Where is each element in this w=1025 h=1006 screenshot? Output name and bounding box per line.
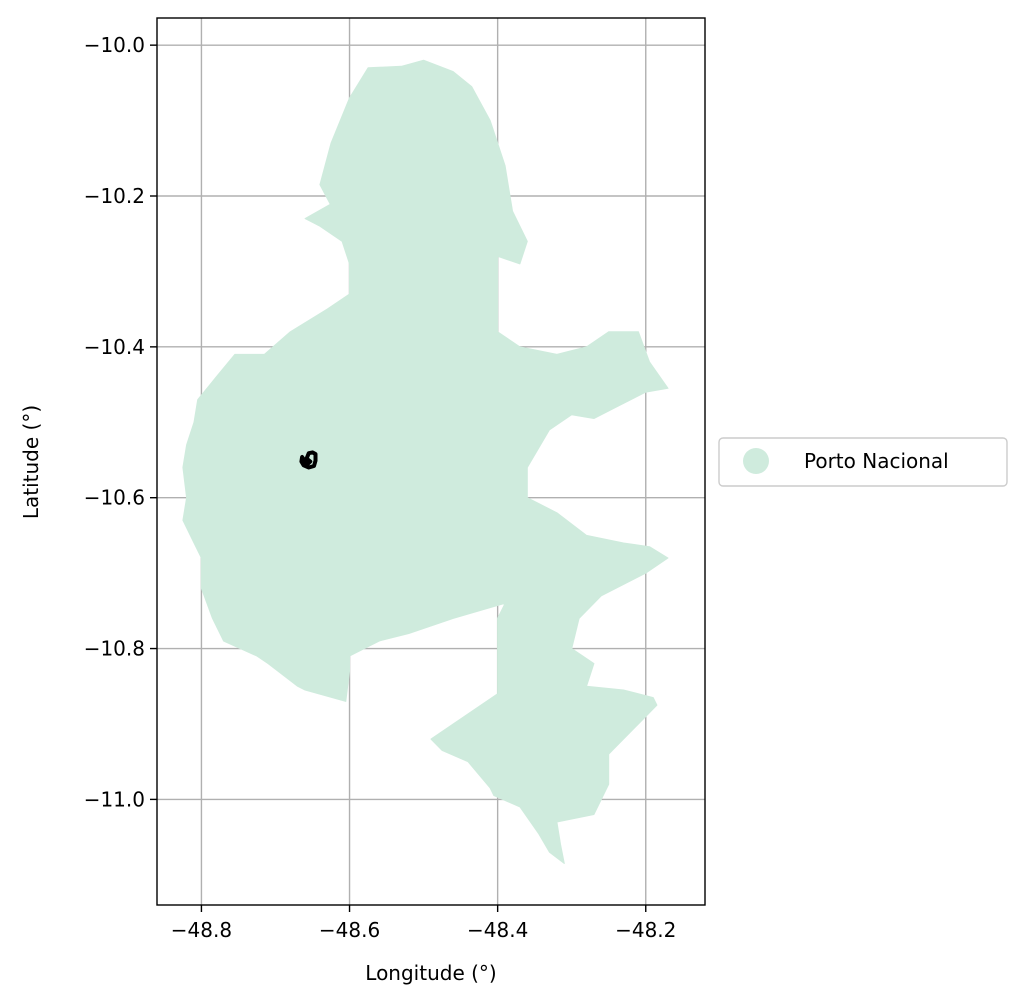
legend-swatch-porto-nacional — [743, 448, 769, 474]
features — [299, 450, 318, 470]
legend-frame — [718, 437, 1008, 487]
axes-frame — [156, 17, 706, 906]
legend-label-porto-nacional: Porto Nacional — [804, 449, 949, 473]
x-tick-label: −48.4 — [467, 918, 528, 942]
y-tick-label: −10.6 — [84, 486, 145, 510]
y-axis-label: Latitude (°) — [19, 405, 43, 519]
y-tick-label: −11.0 — [84, 787, 145, 811]
y-tick-label: −10.2 — [84, 184, 145, 208]
plot-area — [156, 17, 706, 906]
x-tick-label: −48.2 — [615, 918, 676, 942]
x-axis-ticks: −48.8 −48.6 −48.4 −48.2 — [171, 905, 676, 942]
feature-outline — [299, 450, 318, 470]
x-axis-label: Longitude (°) — [365, 961, 496, 985]
x-tick-label: −48.8 — [171, 918, 232, 942]
y-tick-label: −10.8 — [84, 637, 145, 661]
x-tick-label: −48.6 — [319, 918, 380, 942]
region-porto-nacional — [182, 59, 669, 864]
y-tick-label: −10.0 — [84, 33, 145, 57]
y-tick-label: −10.4 — [84, 335, 145, 359]
y-axis-ticks: −10.0 −10.2 −10.4 −10.6 −10.8 −11.0 — [84, 33, 157, 811]
legend: Porto Nacional — [718, 437, 1008, 487]
regions — [182, 59, 669, 864]
